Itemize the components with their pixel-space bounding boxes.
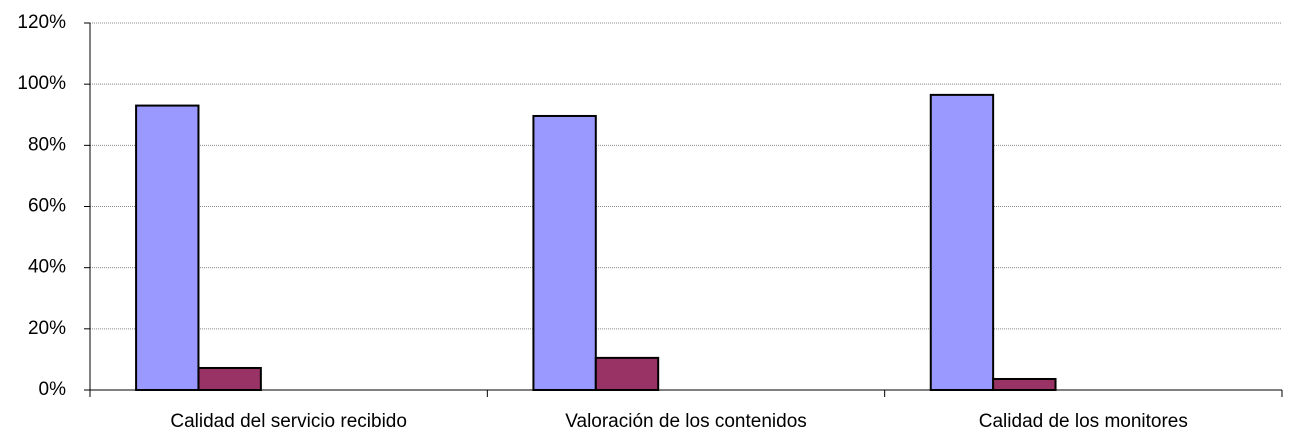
y-tick-label: 0% [39,379,67,400]
bar [532,114,597,392]
y-tick-label: 40% [28,257,66,278]
y-tick-label: 60% [28,196,66,217]
x-tick-label: Valoración de los contenidos [565,411,807,432]
x-tick-label: Calidad del servicio recibido [170,411,407,432]
y-tick-label: 100% [17,73,66,94]
y-tick-label: 80% [28,134,66,155]
bar [992,377,1057,391]
x-tick-label: Calidad de los monitores [979,411,1188,432]
bar [135,104,200,391]
y-tick-label: 20% [28,318,66,339]
y-tick-label: 120% [17,12,66,33]
bar [929,93,995,392]
bar [594,356,660,392]
bar [197,366,262,392]
